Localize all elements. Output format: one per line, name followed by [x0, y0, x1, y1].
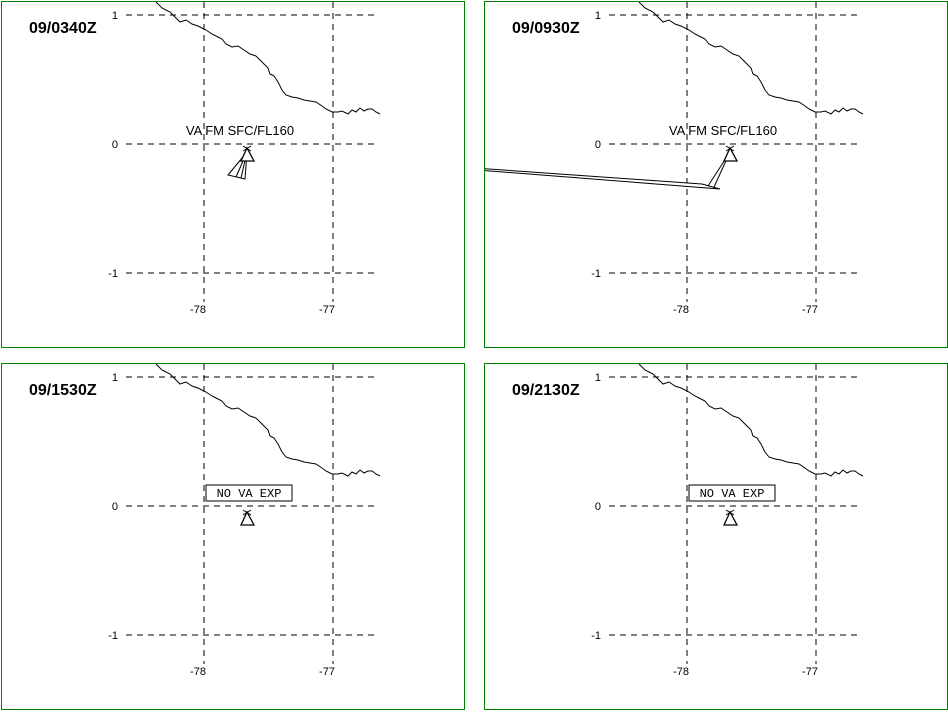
- volcano-triangle-icon: [239, 146, 256, 162]
- volcano-triangle-icon: [722, 509, 739, 526]
- volcano-mark: [725, 509, 735, 516]
- ash-plume: [485, 168, 721, 190]
- forecast-panel-4: 1 0 -1 -78 -77 NO VA EXP 09/2130Z: [484, 363, 948, 710]
- label-box: [688, 484, 776, 502]
- map-canvas: 1 0 -1 -78 -77 VA FM SFC/FL160: [108, 2, 381, 316]
- lon-label: -77: [319, 666, 335, 678]
- map-canvas: 1 0 -1 -78 -77 NO VA EXP: [108, 364, 381, 678]
- advisory-label: VA FM SFC/FL160: [186, 123, 294, 138]
- lat-label: -1: [591, 630, 601, 642]
- panel-time: 09/0340Z: [29, 20, 97, 37]
- lat-label: -1: [108, 630, 118, 642]
- lon-label: -78: [190, 304, 206, 316]
- volcano-triangle-icon: [239, 510, 256, 526]
- volcano-triangle-icon: [722, 510, 739, 526]
- advisory-label: NO VA EXP: [700, 487, 765, 501]
- lat-label: -1: [591, 268, 601, 280]
- lat-label: 1: [595, 372, 601, 384]
- lon-label: -78: [190, 666, 206, 678]
- lon-label: -78: [673, 666, 689, 678]
- lon-label: -77: [802, 304, 818, 316]
- volcano-mark: [725, 145, 735, 152]
- lat-label: 1: [595, 10, 601, 22]
- forecast-panel-3: 1 0 -1 -78 -77 NO VA EXP 09/1530Z: [1, 363, 465, 710]
- panel-time: 09/2130Z: [512, 382, 580, 399]
- lat-label: 1: [112, 372, 118, 384]
- lat-label: 1: [112, 10, 118, 22]
- lat-label: 0: [112, 501, 118, 513]
- advisory-label: NO VA EXP: [217, 487, 282, 501]
- volcano-triangle-icon: [722, 145, 739, 162]
- coastline: [638, 2, 864, 115]
- volcano-triangle-icon: [239, 509, 256, 526]
- panel-time: 09/1530Z: [29, 382, 97, 399]
- lon-label: -77: [319, 304, 335, 316]
- lat-label: -1: [108, 268, 118, 280]
- coastline: [638, 364, 864, 477]
- lat-label: 0: [595, 139, 601, 151]
- lat-label: 0: [595, 501, 601, 513]
- map-canvas: 1 0 -1 -78 -77 VA FM SFC/FL160: [485, 2, 864, 316]
- forecast-panel-2: 1 0 -1 -78 -77 VA FM SFC/FL160 09/0930Z: [484, 1, 948, 348]
- forecast-panel-1: 1 0 -1 -78 -77 VA FM SFC/FL160 09/0340Z: [1, 1, 465, 348]
- volcano-triangle-icon: [722, 146, 739, 162]
- advisory-label: VA FM SFC/FL160: [669, 123, 777, 138]
- lat-label: 0: [112, 139, 118, 151]
- panel-time: 09/0930Z: [512, 20, 580, 37]
- volcano-mark: [242, 509, 252, 516]
- coastline: [155, 2, 381, 115]
- volcano-mark: [242, 145, 252, 152]
- map-canvas: 1 0 -1 -78 -77 NO VA EXP: [591, 364, 864, 678]
- coastline: [155, 364, 381, 477]
- label-box: [205, 484, 293, 502]
- lon-label: -78: [673, 304, 689, 316]
- lon-label: -77: [802, 666, 818, 678]
- volcano-triangle-icon: [239, 145, 256, 162]
